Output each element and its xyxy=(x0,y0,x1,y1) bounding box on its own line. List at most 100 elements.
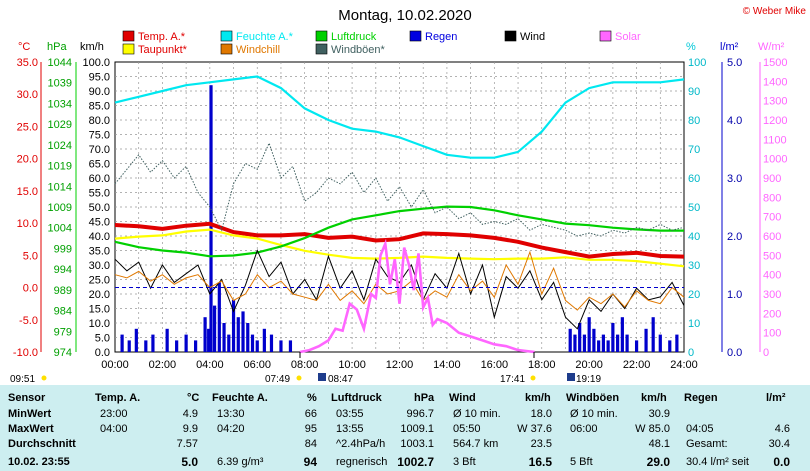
x-tick-label: 10:00 xyxy=(338,359,366,371)
legend-label: Feuchte A.* xyxy=(236,31,294,43)
table-cell-hum_v: 66 xyxy=(304,408,317,420)
tick-wind_kmh: 65.0 xyxy=(89,159,110,171)
table-cell-press_v: 996.7 xyxy=(406,408,434,420)
tick-solar_wm2: 800 xyxy=(763,192,781,204)
unit-wind: km/h xyxy=(80,41,104,53)
sunrise-time-2: 08:47 xyxy=(328,374,353,385)
sun-dot xyxy=(41,375,47,381)
x-tick-label: 00:00 xyxy=(101,359,129,371)
hdr-press-unit: hPa xyxy=(414,392,435,404)
x-tick-label: 20:00 xyxy=(575,359,603,371)
tick-humidity_pct: 30 xyxy=(688,260,700,272)
table-cell-hum_t: 04:20 xyxy=(217,423,245,435)
tick-wind_kmh: 10.0 xyxy=(89,318,110,330)
rain-bar xyxy=(578,323,582,352)
tick-temp_c: 0.0 xyxy=(23,283,38,295)
table-cell-label: MinWert xyxy=(8,408,52,420)
rain-bar xyxy=(212,305,217,352)
table-cell-hum_t: 13:30 xyxy=(217,408,245,420)
hdr-gust: Windböen xyxy=(566,392,620,404)
tick-pressure_hpa: 1044 xyxy=(48,57,72,69)
tick-solar_wm2: 900 xyxy=(763,173,781,185)
unit-pressure: hPa xyxy=(47,41,67,53)
tick-wind_kmh: 70.0 xyxy=(89,144,110,156)
legend-label: Windchill xyxy=(236,44,280,56)
rain-bar xyxy=(616,334,620,352)
legend-swatch xyxy=(409,30,422,42)
tick-wind_kmh: 95.0 xyxy=(89,72,110,84)
legend-swatch xyxy=(599,30,612,42)
tick-wind_kmh: 15.0 xyxy=(89,304,110,316)
rain-bar xyxy=(194,340,198,352)
tick-humidity_pct: 0 xyxy=(688,347,694,359)
series-luftdruck xyxy=(114,205,684,258)
tick-humidity_pct: 40 xyxy=(688,231,700,243)
legend-label: Temp. A.* xyxy=(138,31,186,43)
table-cell-press_v: 1002.7 xyxy=(397,455,434,469)
x-tick-label: 16:00 xyxy=(481,359,509,371)
tick-solar_wm2: 0 xyxy=(763,347,769,359)
rain-bar xyxy=(658,334,662,352)
hdr-temp-unit: °C xyxy=(187,392,200,404)
series-wind xyxy=(114,249,685,330)
series-temp-a xyxy=(114,221,685,259)
table-cell-rain_v: 4.6 xyxy=(774,423,790,435)
hdr-rain: Regen xyxy=(684,392,718,404)
table-cell-hum_v: 94 xyxy=(303,455,317,469)
x-tick-label: 02:00 xyxy=(149,359,177,371)
sunset-time-2: 19:19 xyxy=(576,374,601,385)
table-cell-wind_v: 16.5 xyxy=(528,455,552,469)
tick-rain_lm2: 5.0 xyxy=(727,57,742,69)
table-cell-wind_l: 3 Bft xyxy=(453,456,476,468)
x-tick-label: 06:00 xyxy=(243,359,271,371)
tick-solar_wm2: 400 xyxy=(763,270,781,282)
rain-bar xyxy=(175,340,179,352)
table-cell-gust_l: Ø 10 min. xyxy=(570,408,618,420)
table-cell-wind_l: 564.7 km xyxy=(453,438,499,450)
table-cell-gust_v: W 85.0 xyxy=(635,423,670,435)
legend-swatch xyxy=(220,43,233,55)
tick-humidity_pct: 70 xyxy=(688,144,700,156)
credit: © Weber Mike xyxy=(743,6,807,17)
tick-solar_wm2: 1300 xyxy=(763,96,787,108)
tick-pressure_hpa: 999 xyxy=(54,243,72,255)
legend-swatch xyxy=(504,30,517,42)
hdr-gust-unit: km/h xyxy=(641,392,667,404)
tick-wind_kmh: 0.0 xyxy=(95,347,110,359)
tick-wind_kmh: 40.0 xyxy=(89,231,110,243)
table-cell-press_t: 03:55 xyxy=(336,408,364,420)
unit-humidity: % xyxy=(686,41,696,53)
tick-rain_lm2: 2.0 xyxy=(727,231,742,243)
tick-temp_c: 5.0 xyxy=(23,250,38,262)
hdr-rain-unit: l/m² xyxy=(766,392,786,404)
x-tick-label: 12:00 xyxy=(386,359,414,371)
tick-solar_wm2: 1000 xyxy=(763,154,787,166)
hdr-press: Luftdruck xyxy=(331,392,382,404)
rain-bar xyxy=(634,340,639,352)
table-cell-rain_l: 30.4 l/m² seit xyxy=(686,456,749,468)
tick-humidity_pct: 100 xyxy=(688,57,706,69)
legend-label: Luftdruck xyxy=(331,31,377,43)
table-cell-rain_v: 30.4 xyxy=(768,438,790,450)
table-cell-press_t: regnerisch xyxy=(336,456,388,468)
sunset-time: 17:41 xyxy=(500,374,525,385)
legend-label: Wind xyxy=(520,31,545,43)
rain-bar xyxy=(231,299,236,352)
table-cell-temp_t: 23:00 xyxy=(100,408,128,420)
tick-temp_c: 30.0 xyxy=(17,89,38,101)
tick-humidity_pct: 50 xyxy=(688,202,700,214)
hdr-wind-unit: km/h xyxy=(525,392,551,404)
table-cell-temp_v: 4.9 xyxy=(182,408,198,420)
tick-wind_kmh: 90.0 xyxy=(89,86,110,98)
table-cell-rain_l: 04:05 xyxy=(686,423,714,435)
rain-bar xyxy=(246,323,250,352)
tick-pressure_hpa: 1034 xyxy=(48,98,72,110)
table-cell-temp_v: 9.9 xyxy=(182,423,198,435)
tick-wind_kmh: 100.0 xyxy=(82,57,110,69)
tick-solar_wm2: 1100 xyxy=(763,134,787,146)
rain-bar xyxy=(592,328,596,352)
tick-pressure_hpa: 1019 xyxy=(48,161,72,173)
tick-temp_c: 15.0 xyxy=(17,186,38,198)
tick-pressure_hpa: 1004 xyxy=(48,223,72,235)
legend-label: Taupunkt* xyxy=(138,44,188,56)
